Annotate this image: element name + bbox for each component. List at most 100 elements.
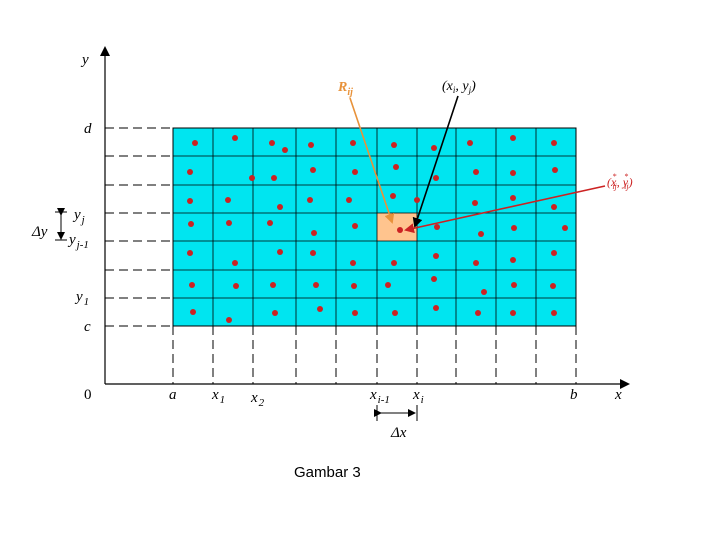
origin-label: 0 (84, 387, 92, 403)
sample-point-arrow (404, 185, 606, 234)
b-label: b (570, 387, 578, 403)
sample-point (467, 140, 473, 146)
sample-point (346, 197, 352, 203)
sample-point (431, 145, 437, 151)
x-axis-label: x (614, 387, 622, 403)
sample-point (226, 317, 232, 323)
sample-point (311, 230, 317, 236)
sample-point (510, 257, 516, 263)
yj1-label: yj-1 (67, 232, 89, 251)
sample-point (478, 231, 484, 237)
sample-point (192, 140, 198, 146)
yj-label: yj (72, 207, 85, 226)
sample-point (317, 306, 323, 312)
sample-point (393, 164, 399, 170)
sample-point (385, 282, 391, 288)
sample-point (187, 169, 193, 175)
sample-point (391, 142, 397, 148)
sample-point (351, 283, 357, 289)
sample-point (249, 175, 255, 181)
sample-point (510, 310, 516, 316)
x2-label: x2 (250, 390, 265, 409)
y-axis-label: y (80, 52, 89, 68)
sample-point (551, 140, 557, 146)
sample-point (190, 309, 196, 315)
sample-point (270, 282, 276, 288)
rij-arrow (349, 97, 395, 224)
subrectangle-Rij (377, 213, 417, 241)
dashed-guides (105, 127, 577, 384)
sample-point (473, 169, 479, 175)
sample-point (551, 250, 557, 256)
xiyj-arrow (412, 95, 459, 228)
delta-y-label: Δy (31, 224, 48, 240)
sample-point (434, 224, 440, 230)
sample-point (397, 227, 403, 233)
sample-point (473, 260, 479, 266)
sample-point (271, 175, 277, 181)
sample-point (431, 276, 437, 282)
sample-point (277, 249, 283, 255)
sample-point (352, 310, 358, 316)
sample-point (510, 170, 516, 176)
y1-label: y1 (74, 289, 89, 308)
xiyj-label: (xi, yj) (442, 79, 476, 95)
sample-point (307, 197, 313, 203)
sample-point (188, 221, 194, 227)
sample-point (392, 310, 398, 316)
partition-grid (172, 127, 577, 327)
sample-points (187, 135, 568, 323)
sample-point (350, 140, 356, 146)
sample-point (277, 204, 283, 210)
sample-point (352, 223, 358, 229)
delta-x-label: Δx (390, 425, 407, 441)
sample-point (187, 198, 193, 204)
sample-point (232, 135, 238, 141)
sample-point (233, 283, 239, 289)
sample-point (310, 250, 316, 256)
sample-point (433, 305, 439, 311)
sample-point (511, 282, 517, 288)
sample-point (272, 310, 278, 316)
sample-point-label: (x* ij, y* ij) (607, 172, 633, 191)
sample-point (414, 197, 420, 203)
rij-label: Rij (337, 80, 353, 98)
sample-point (232, 260, 238, 266)
sample-point (550, 283, 556, 289)
sample-point (433, 253, 439, 259)
sample-point (313, 282, 319, 288)
region-R (172, 127, 577, 327)
sample-point (352, 169, 358, 175)
sample-point (562, 225, 568, 231)
sample-point (511, 225, 517, 231)
sample-point (552, 167, 558, 173)
sample-point (510, 135, 516, 141)
xi-label: xi (412, 387, 424, 406)
xi1-label: xi-1 (369, 387, 390, 406)
sample-point (475, 310, 481, 316)
a-label: a (169, 387, 177, 403)
sample-point (308, 142, 314, 148)
sample-point (350, 260, 356, 266)
sample-point (226, 220, 232, 226)
sample-point (551, 310, 557, 316)
sample-point (269, 140, 275, 146)
sample-point (225, 197, 231, 203)
sample-point (472, 200, 478, 206)
sample-point (390, 193, 396, 199)
figure-caption: Gambar 3 (294, 464, 361, 481)
sample-point (310, 167, 316, 173)
sample-point (189, 282, 195, 288)
sample-point (267, 220, 273, 226)
d-label: d (84, 121, 92, 137)
x1-label: x1 (211, 387, 225, 406)
sample-point (391, 260, 397, 266)
sample-point (510, 195, 516, 201)
sample-point (282, 147, 288, 153)
sample-point (187, 250, 193, 256)
sample-point (433, 175, 439, 181)
sample-point (481, 289, 487, 295)
sample-point (551, 204, 557, 210)
